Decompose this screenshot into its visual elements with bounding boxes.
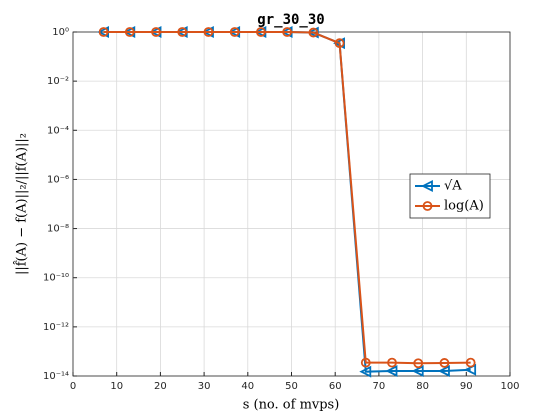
- marker: [437, 365, 450, 377]
- marker: [385, 365, 398, 377]
- marker: [177, 27, 188, 37]
- x-tick-label: 100: [500, 381, 519, 392]
- x-tick-label: 90: [460, 381, 473, 392]
- marker: [411, 365, 424, 377]
- y-tick-label: 10⁻¹⁴: [43, 371, 69, 382]
- marker: [124, 27, 135, 37]
- y-tick-label: 10⁰: [52, 27, 69, 38]
- legend-label: log(A): [444, 199, 484, 214]
- marker: [413, 358, 424, 369]
- x-axis-label: s (no. of mvps): [243, 398, 340, 413]
- marker: [256, 27, 266, 37]
- y-tick-label: 10⁻¹⁰: [43, 273, 69, 284]
- legend-box: [409, 173, 491, 219]
- marker: [387, 357, 397, 368]
- y-axis-label: ||f̂(A) − f(A)||₂/||f(A)||₂: [13, 133, 30, 275]
- marker: [420, 180, 433, 192]
- y-tick-label: 10⁻⁶: [47, 174, 69, 185]
- marker: [151, 27, 161, 37]
- marker: [334, 38, 345, 49]
- x-tick-label: 70: [373, 381, 386, 392]
- x-tick-label: 10: [110, 381, 123, 392]
- marker: [359, 365, 372, 378]
- x-tick-label: 20: [154, 381, 167, 392]
- y-tick-label: 10⁻¹²: [43, 322, 69, 333]
- x-tick-label: 80: [416, 381, 429, 392]
- x-tick-label: 60: [329, 381, 342, 392]
- x-tick-label: 50: [285, 381, 298, 392]
- y-tick-label: 10⁻⁸: [47, 224, 69, 235]
- x-tick-label: 40: [241, 381, 254, 392]
- y-tick-label: 10⁻⁴: [47, 125, 69, 136]
- marker: [308, 27, 319, 38]
- x-tick-label: 0: [70, 381, 76, 392]
- legend-label: √A: [444, 179, 462, 194]
- marker: [98, 27, 109, 37]
- marker: [229, 27, 240, 37]
- marker: [422, 201, 433, 211]
- x-tick-label: 30: [198, 381, 211, 392]
- marker: [203, 27, 214, 37]
- marker: [360, 357, 371, 368]
- marker: [465, 357, 476, 368]
- chart-title: gr_30_30: [257, 12, 324, 28]
- marker: [282, 27, 293, 37]
- y-tick-label: 10⁻²: [47, 76, 69, 87]
- marker: [439, 358, 450, 368]
- series-line: [103, 31, 471, 365]
